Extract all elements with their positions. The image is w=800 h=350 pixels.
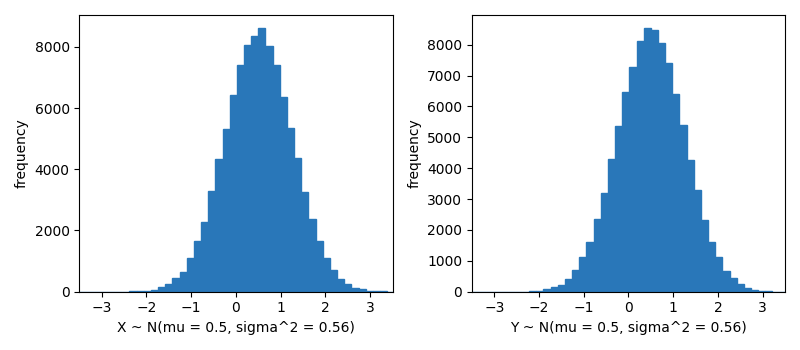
Bar bbox=[186, 258, 194, 292]
Bar bbox=[144, 290, 151, 292]
Bar bbox=[322, 258, 330, 292]
Bar bbox=[615, 126, 622, 292]
Bar bbox=[230, 95, 237, 292]
Bar bbox=[366, 291, 373, 292]
Bar bbox=[637, 41, 644, 292]
Bar bbox=[137, 291, 144, 292]
Bar bbox=[373, 291, 380, 292]
Bar bbox=[151, 289, 158, 292]
Bar bbox=[586, 242, 594, 292]
Bar bbox=[309, 219, 315, 292]
Bar bbox=[294, 158, 302, 292]
Bar bbox=[558, 285, 565, 292]
Bar bbox=[608, 159, 615, 292]
Bar bbox=[358, 289, 366, 292]
Bar bbox=[751, 290, 758, 292]
Bar bbox=[672, 93, 679, 292]
Bar bbox=[201, 222, 208, 292]
Y-axis label: frequency: frequency bbox=[15, 119, 29, 188]
Bar bbox=[302, 192, 309, 292]
Bar bbox=[208, 191, 215, 292]
Bar bbox=[758, 291, 766, 292]
Bar bbox=[715, 257, 722, 292]
Bar bbox=[644, 28, 651, 292]
Bar bbox=[730, 278, 737, 292]
Bar bbox=[244, 44, 251, 292]
Bar bbox=[158, 287, 166, 292]
Bar bbox=[179, 272, 186, 292]
Bar bbox=[273, 65, 280, 292]
Bar bbox=[694, 190, 701, 292]
Bar bbox=[173, 278, 179, 292]
Bar bbox=[744, 288, 751, 292]
Bar bbox=[351, 288, 358, 292]
Bar bbox=[658, 43, 665, 292]
Bar bbox=[594, 219, 601, 292]
Bar bbox=[251, 36, 258, 292]
Bar bbox=[266, 47, 273, 292]
Bar bbox=[550, 287, 558, 292]
Bar bbox=[166, 284, 173, 292]
Bar bbox=[701, 220, 708, 292]
Bar bbox=[679, 125, 686, 292]
Y-axis label: frequency: frequency bbox=[407, 119, 422, 188]
Bar bbox=[258, 28, 266, 292]
Bar bbox=[280, 97, 287, 292]
Bar bbox=[330, 270, 337, 292]
Bar bbox=[686, 160, 694, 292]
Bar bbox=[665, 63, 672, 292]
Bar bbox=[737, 284, 744, 292]
Bar bbox=[287, 128, 294, 292]
Bar bbox=[237, 65, 244, 292]
Bar bbox=[536, 290, 543, 292]
Bar bbox=[766, 291, 773, 292]
Bar bbox=[194, 241, 201, 292]
Bar bbox=[565, 279, 572, 292]
Bar bbox=[315, 241, 322, 292]
Bar bbox=[601, 193, 608, 292]
Bar bbox=[622, 92, 630, 292]
Bar bbox=[630, 67, 637, 292]
Bar bbox=[337, 279, 344, 292]
Bar bbox=[344, 285, 351, 292]
X-axis label: X ~ N(mu = 0.5, sigma^2 = 0.56): X ~ N(mu = 0.5, sigma^2 = 0.56) bbox=[117, 321, 355, 335]
Bar bbox=[722, 271, 730, 292]
Bar bbox=[651, 30, 658, 292]
Bar bbox=[708, 242, 715, 292]
Bar bbox=[529, 291, 536, 292]
Bar bbox=[215, 160, 222, 292]
Bar bbox=[222, 128, 230, 292]
Bar bbox=[543, 289, 550, 292]
X-axis label: Y ~ N(mu = 0.5, sigma^2 = 0.56): Y ~ N(mu = 0.5, sigma^2 = 0.56) bbox=[510, 321, 747, 335]
Bar bbox=[579, 257, 586, 292]
Bar bbox=[572, 270, 579, 292]
